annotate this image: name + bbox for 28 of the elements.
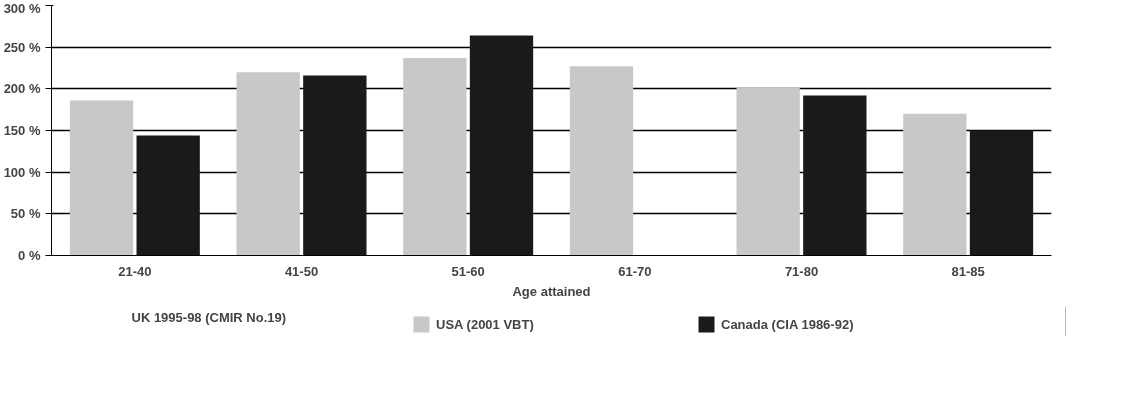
- bar: [569, 66, 634, 256]
- bar: [69, 100, 134, 256]
- bar: [969, 130, 1034, 256]
- legend-label: USA (2001 VBT): [436, 316, 535, 332]
- bar: [903, 113, 967, 256]
- bar: [403, 58, 467, 256]
- x-tick-label: 21-40: [118, 263, 152, 279]
- bar: [469, 35, 534, 256]
- x-tick-label: 81-85: [951, 263, 985, 279]
- bar: [803, 95, 867, 256]
- x-axis-title: Age attained: [512, 283, 591, 299]
- x-tick-label: 61-70: [618, 263, 652, 279]
- y-tick-label: 50 %: [10, 206, 41, 222]
- x-tick-label: 41-50: [284, 263, 319, 279]
- y-tick-label: 100 %: [3, 164, 41, 180]
- x-tick-label: 71-80: [784, 263, 819, 279]
- bar: [736, 88, 800, 256]
- y-tick-label: 300 %: [3, 0, 41, 16]
- y-tick-label: 0 %: [18, 248, 41, 263]
- legend-label: Canada (CIA 1986-92): [721, 316, 855, 332]
- bar: [136, 135, 200, 256]
- y-tick-label: 250 %: [3, 39, 41, 55]
- bar: [236, 72, 300, 256]
- y-tick-label: 200 %: [3, 81, 41, 97]
- x-tick-label: 51-60: [451, 263, 485, 279]
- text: UK 1995-98 (CMIR No.19): [131, 309, 287, 325]
- bar: [303, 75, 367, 256]
- y-tick-label: 150 %: [3, 123, 41, 138]
